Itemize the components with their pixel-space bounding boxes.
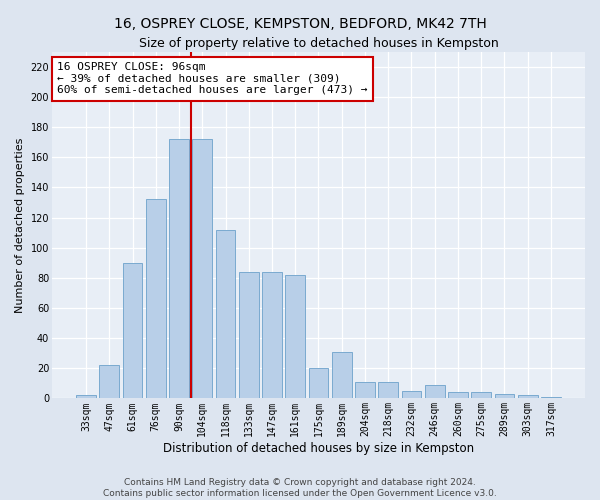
Text: 16 OSPREY CLOSE: 96sqm
← 39% of detached houses are smaller (309)
60% of semi-de: 16 OSPREY CLOSE: 96sqm ← 39% of detached… <box>57 62 368 96</box>
Bar <box>239 272 259 398</box>
Bar <box>100 365 119 398</box>
Bar <box>494 394 514 398</box>
Bar <box>332 352 352 399</box>
Bar <box>518 396 538 398</box>
Bar <box>262 272 282 398</box>
Y-axis label: Number of detached properties: Number of detached properties <box>15 138 25 312</box>
Bar <box>448 392 468 398</box>
Bar <box>401 391 421 398</box>
Bar <box>308 368 328 398</box>
X-axis label: Distribution of detached houses by size in Kempston: Distribution of detached houses by size … <box>163 442 474 455</box>
Bar <box>215 230 235 398</box>
Bar <box>471 392 491 398</box>
Bar <box>122 262 142 398</box>
Bar <box>76 396 96 398</box>
Bar <box>193 139 212 398</box>
Title: Size of property relative to detached houses in Kempston: Size of property relative to detached ho… <box>139 38 499 51</box>
Bar <box>286 275 305 398</box>
Bar <box>541 397 561 398</box>
Bar <box>425 385 445 398</box>
Bar <box>146 200 166 398</box>
Bar <box>169 139 189 398</box>
Text: 16, OSPREY CLOSE, KEMPSTON, BEDFORD, MK42 7TH: 16, OSPREY CLOSE, KEMPSTON, BEDFORD, MK4… <box>113 18 487 32</box>
Bar <box>355 382 375 398</box>
Text: Contains HM Land Registry data © Crown copyright and database right 2024.
Contai: Contains HM Land Registry data © Crown c… <box>103 478 497 498</box>
Bar <box>379 382 398 398</box>
